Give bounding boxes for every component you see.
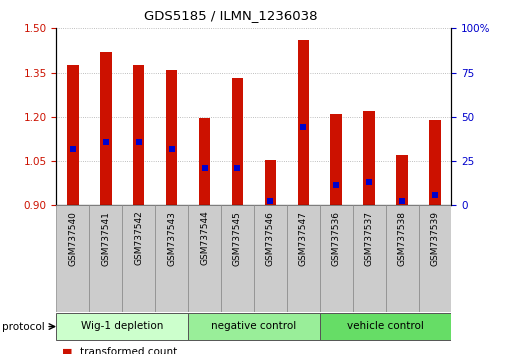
Bar [397,155,408,205]
Text: vehicle control: vehicle control [347,321,424,331]
Bar [419,205,451,312]
Bar [100,52,111,205]
Bar [320,205,353,312]
Bar [320,313,451,340]
Bar [287,205,320,312]
Text: GSM737543: GSM737543 [167,211,176,266]
Text: GSM737536: GSM737536 [332,211,341,266]
Bar [199,118,210,205]
Text: GSM737544: GSM737544 [200,211,209,266]
Bar [363,111,375,205]
Text: GSM737542: GSM737542 [134,211,143,266]
Bar [429,120,441,205]
Text: GSM737545: GSM737545 [233,211,242,266]
Text: protocol: protocol [2,321,44,332]
Text: Wig-1 depletion: Wig-1 depletion [81,321,164,331]
Text: GSM737546: GSM737546 [266,211,275,266]
Bar [89,205,122,312]
Bar [188,313,320,340]
Bar [56,313,188,340]
Bar [221,205,254,312]
Bar [232,79,243,205]
Bar [265,160,276,205]
Bar [330,114,342,205]
Bar [155,205,188,312]
Text: GSM737541: GSM737541 [101,211,110,266]
Bar [188,205,221,312]
Text: GSM737537: GSM737537 [365,211,373,266]
Text: negative control: negative control [211,321,297,331]
Text: ■: ■ [62,347,72,354]
Bar [67,65,78,205]
Text: GSM737540: GSM737540 [68,211,77,266]
Bar [254,205,287,312]
Text: GSM737538: GSM737538 [398,211,407,266]
Bar [166,70,177,205]
Text: transformed count: transformed count [80,347,177,354]
Bar [386,205,419,312]
Bar [56,205,89,312]
Bar [298,40,309,205]
Text: GDS5185 / ILMN_1236038: GDS5185 / ILMN_1236038 [144,9,318,22]
Text: GSM737539: GSM737539 [430,211,440,266]
Bar [353,205,386,312]
Bar [122,205,155,312]
Bar [133,65,145,205]
Text: GSM737547: GSM737547 [299,211,308,266]
